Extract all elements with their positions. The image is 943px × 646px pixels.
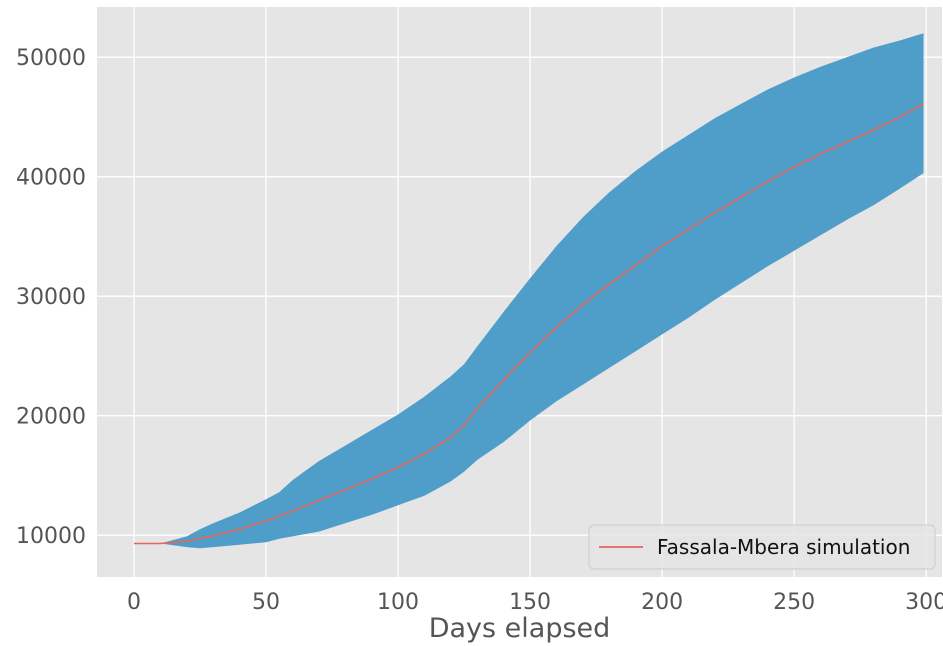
y-tick-labels: 10000 20000 30000 40000 50000 xyxy=(16,46,86,549)
legend: Fassala-Mbera simulation xyxy=(588,524,936,570)
x-tick-label: 250 xyxy=(773,590,815,615)
y-tick-label: 30000 xyxy=(16,285,86,310)
x-tick-label: 150 xyxy=(509,590,551,615)
x-axis-label: Days elapsed xyxy=(429,613,611,644)
y-tick-label: 50000 xyxy=(16,46,86,71)
y-tick-label: 10000 xyxy=(16,524,86,549)
x-tick-label: 300 xyxy=(905,590,943,615)
y-tick-label: 40000 xyxy=(16,166,86,191)
x-tick-label: 0 xyxy=(127,590,141,615)
uncertainty-band xyxy=(134,33,924,549)
x-tick-label: 100 xyxy=(377,590,419,615)
series-line-fassala-mbera xyxy=(134,103,924,545)
y-tick-label: 20000 xyxy=(16,405,86,430)
legend-box xyxy=(588,524,936,570)
legend-entry: Fassala-Mbera simulation xyxy=(657,535,910,559)
x-tick-label: 50 xyxy=(252,590,280,615)
x-tick-labels: 0 50 100 150 200 250 300 xyxy=(127,590,943,615)
x-tick-label: 200 xyxy=(641,590,683,615)
